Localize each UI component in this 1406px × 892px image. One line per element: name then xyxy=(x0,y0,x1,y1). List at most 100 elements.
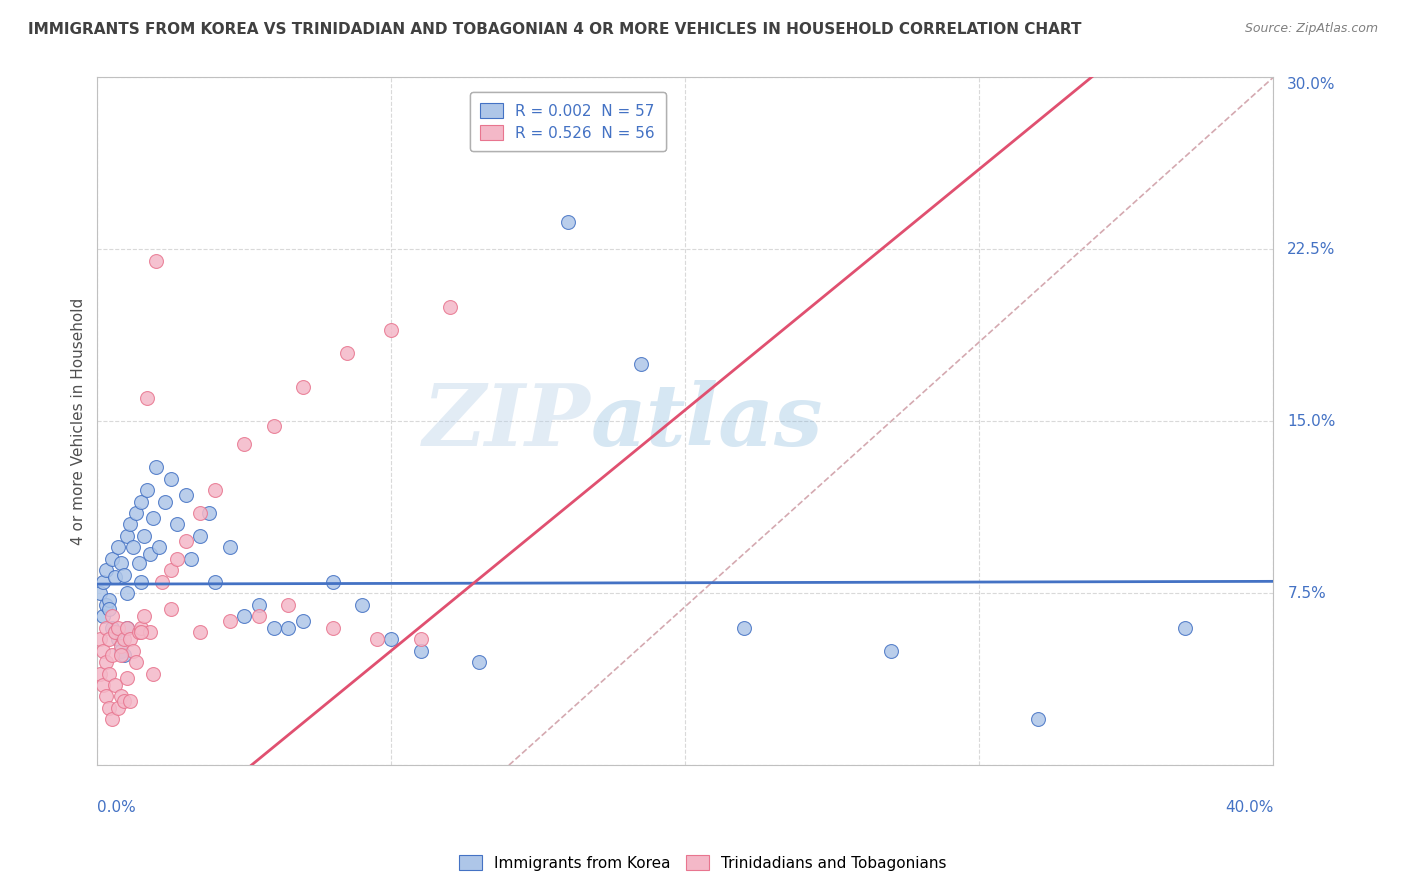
Point xyxy=(98,632,121,647)
Point xyxy=(188,529,211,543)
Point xyxy=(557,215,579,229)
Point xyxy=(380,632,402,647)
Point xyxy=(142,510,165,524)
Point xyxy=(145,460,167,475)
Point xyxy=(118,632,141,647)
Point xyxy=(263,621,285,635)
Point xyxy=(115,529,138,543)
Text: 30.0%: 30.0% xyxy=(1288,78,1336,93)
Point xyxy=(118,694,141,708)
Point xyxy=(160,602,183,616)
Point xyxy=(218,614,240,628)
Point xyxy=(204,483,226,497)
Point xyxy=(166,517,188,532)
Point xyxy=(115,671,138,685)
Point xyxy=(174,488,197,502)
Point xyxy=(134,609,156,624)
Point xyxy=(104,678,127,692)
Point xyxy=(204,574,226,589)
Point xyxy=(148,541,170,555)
Point xyxy=(91,574,114,589)
Point xyxy=(121,643,143,657)
Point xyxy=(350,598,373,612)
Point xyxy=(124,506,146,520)
Text: 22.5%: 22.5% xyxy=(1288,242,1336,257)
Point xyxy=(180,552,202,566)
Point xyxy=(409,632,432,647)
Point xyxy=(89,666,111,681)
Point xyxy=(166,552,188,566)
Point xyxy=(131,621,153,635)
Point xyxy=(115,621,138,635)
Point xyxy=(101,712,124,726)
Point xyxy=(247,609,270,624)
Legend: Immigrants from Korea, Trinidadians and Tobagonians: Immigrants from Korea, Trinidadians and … xyxy=(450,846,956,880)
Point xyxy=(292,380,315,394)
Text: ZIP: ZIP xyxy=(423,380,591,463)
Point xyxy=(439,300,461,314)
Point xyxy=(112,648,135,662)
Point xyxy=(107,541,129,555)
Point xyxy=(630,357,652,371)
Point xyxy=(321,574,343,589)
Point xyxy=(96,621,118,635)
Point xyxy=(96,598,118,612)
Point xyxy=(104,570,127,584)
Point xyxy=(277,621,299,635)
Point xyxy=(98,666,121,681)
Point xyxy=(233,437,256,451)
Point xyxy=(89,632,111,647)
Y-axis label: 4 or more Vehicles in Household: 4 or more Vehicles in Household xyxy=(72,298,86,545)
Point xyxy=(136,483,159,497)
Point xyxy=(218,541,240,555)
Point xyxy=(104,625,127,640)
Point xyxy=(131,625,153,640)
Text: 15.0%: 15.0% xyxy=(1288,414,1336,429)
Point xyxy=(96,690,118,704)
Point xyxy=(409,643,432,657)
Point xyxy=(131,494,153,508)
Point xyxy=(139,625,162,640)
Point xyxy=(107,701,129,715)
Point xyxy=(98,602,121,616)
Point xyxy=(174,533,197,548)
Point xyxy=(380,323,402,337)
Point xyxy=(160,563,183,577)
Text: 0.0%: 0.0% xyxy=(97,799,136,814)
Point xyxy=(145,253,167,268)
Point xyxy=(112,632,135,647)
Point xyxy=(263,418,285,433)
Text: IMMIGRANTS FROM KOREA VS TRINIDADIAN AND TOBAGONIAN 4 OR MORE VEHICLES IN HOUSEH: IMMIGRANTS FROM KOREA VS TRINIDADIAN AND… xyxy=(28,22,1081,37)
Point xyxy=(112,568,135,582)
Point xyxy=(247,598,270,612)
Point xyxy=(198,506,221,520)
Point xyxy=(321,621,343,635)
Point xyxy=(91,678,114,692)
Point xyxy=(336,345,359,359)
Point xyxy=(188,506,211,520)
Point xyxy=(121,541,143,555)
Point xyxy=(110,639,132,653)
Point xyxy=(110,643,132,657)
Point xyxy=(101,609,124,624)
Point xyxy=(107,632,129,647)
Point xyxy=(115,621,138,635)
Point xyxy=(880,643,903,657)
Point xyxy=(733,621,755,635)
Point xyxy=(91,643,114,657)
Text: 40.0%: 40.0% xyxy=(1225,799,1274,814)
Point xyxy=(101,621,124,635)
Point xyxy=(136,392,159,406)
Point xyxy=(1174,621,1197,635)
Point xyxy=(104,625,127,640)
Point xyxy=(101,648,124,662)
Point xyxy=(142,666,165,681)
Point xyxy=(91,609,114,624)
Point xyxy=(277,598,299,612)
Text: atlas: atlas xyxy=(591,380,824,463)
Point xyxy=(233,609,256,624)
Point xyxy=(468,655,491,669)
Point xyxy=(115,586,138,600)
Point xyxy=(107,621,129,635)
Point xyxy=(98,593,121,607)
